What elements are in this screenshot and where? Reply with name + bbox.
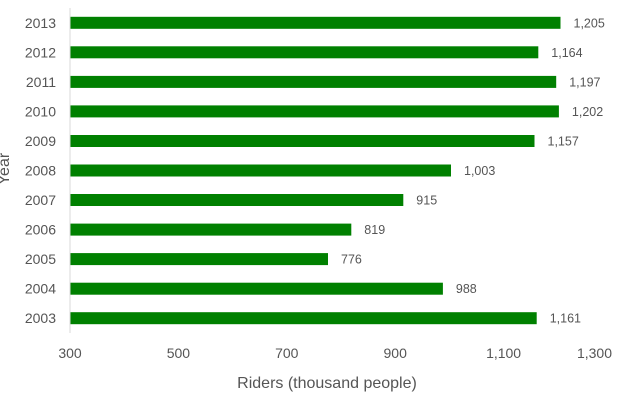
y-tick-label-2013: 2013 [25,15,56,31]
bar-2004 [70,282,443,295]
bar-2012 [70,46,539,59]
x-tick-labels-group: 300 500 700 900 1,100 1,300 [58,345,612,361]
data-labels-group: 1,205 1,164 1,197 1,202 1,157 1,003 915 819 776 9… [341,16,605,325]
y-tick-labels-group: 2013 2012 2011 2010 2009 2008 2007 2006 2005 2004… [25,15,56,326]
bar-2006 [70,223,352,236]
y-tick-label-2012: 2012 [25,44,56,60]
y-tick-label-2003: 2003 [25,310,56,326]
x-axis-title: Riders (thousand people) [237,375,417,392]
bar-2003 [70,312,537,325]
x-tick-label-1,100: 1,100 [486,345,521,361]
data-label-2003: 1,161 [550,312,581,326]
y-tick-label-2005: 2005 [25,251,56,267]
data-label-2005: 776 [341,253,362,267]
data-label-2008: 1,003 [464,164,495,178]
data-label-2012: 1,164 [551,46,582,60]
bar-2013 [70,16,561,29]
y-tick-label-2008: 2008 [25,163,56,179]
data-label-2007: 915 [416,194,437,208]
bar-2007 [70,194,404,206]
data-label-2013: 1,205 [574,16,605,30]
bar-2011 [70,75,557,88]
data-label-2011: 1,197 [569,75,600,89]
x-tick-label-1,300: 1,300 [577,345,612,361]
data-label-2009: 1,157 [548,135,579,149]
bar-2008 [70,164,451,177]
data-label-2006: 819 [364,223,385,237]
bar-2009 [70,135,535,147]
y-tick-label-2006: 2006 [25,222,56,238]
y-axis-title: Year [0,152,13,185]
x-tick-label-700: 700 [275,345,299,361]
bar-2005 [70,253,328,266]
x-tick-label-500: 500 [167,345,191,361]
data-label-2010: 1,202 [572,105,603,119]
bar-2010 [70,105,559,118]
y-tick-label-2011: 2011 [26,74,56,90]
bars-group [70,16,561,325]
y-tick-label-2010: 2010 [25,103,56,119]
y-tick-label-2004: 2004 [25,281,56,297]
x-tick-label-900: 900 [384,345,408,361]
y-tick-label-2009: 2009 [25,133,56,149]
x-tick-label-300: 300 [58,345,82,361]
y-tick-label-2007: 2007 [25,192,56,208]
data-label-2004: 988 [456,282,477,296]
